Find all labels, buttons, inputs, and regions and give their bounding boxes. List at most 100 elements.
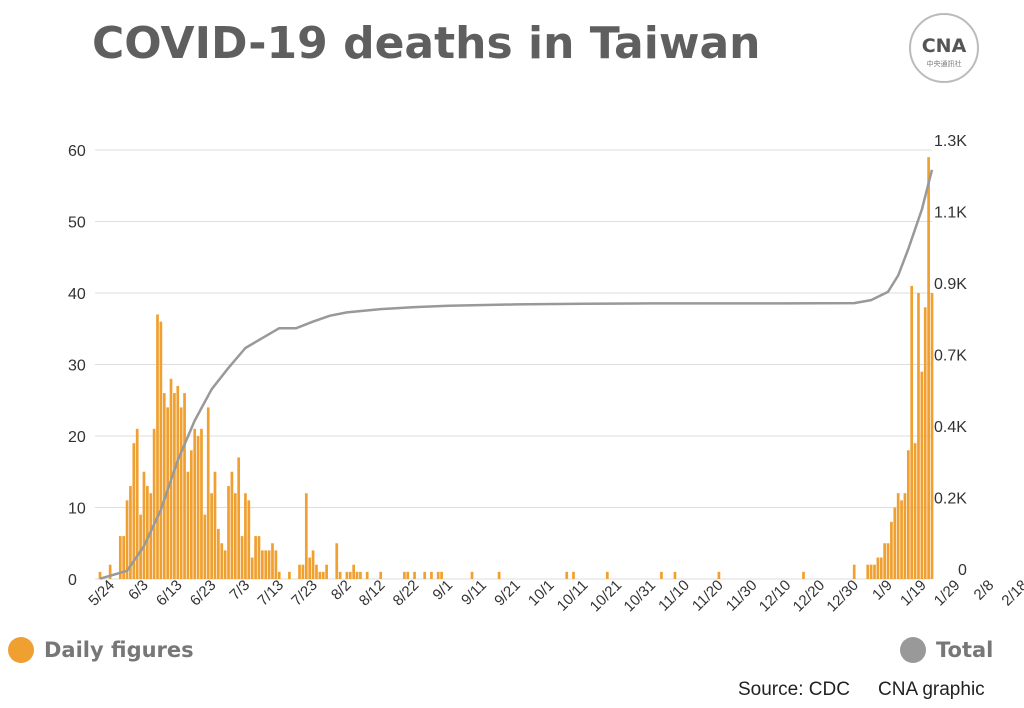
- daily-bar: [227, 486, 230, 579]
- daily-bar: [565, 571, 569, 579]
- daily-bar: [869, 564, 873, 579]
- legend-total-label: Total: [936, 638, 994, 662]
- daily-bar: [304, 493, 308, 579]
- x-tick-label: 6/3: [125, 577, 152, 604]
- y-right-tick-label: 0: [958, 562, 967, 579]
- x-tick-label: 7/3: [226, 577, 253, 604]
- daily-bar: [355, 571, 359, 579]
- daily-bar: [189, 450, 193, 579]
- cna-logo-icon: CNA 中央通訊社: [909, 13, 979, 83]
- x-tick-label: 10/31: [621, 577, 660, 616]
- total-line: [99, 169, 934, 580]
- legend-daily-swatch: [8, 637, 34, 663]
- x-tick-label: 12/20: [790, 577, 829, 616]
- x-tick-label: 9/11: [458, 577, 490, 609]
- daily-bar: [802, 571, 805, 579]
- x-tick-label: 5/24: [85, 577, 118, 610]
- y-left-tick-label: 50: [68, 215, 86, 232]
- daily-bar: [267, 550, 271, 579]
- x-tick-label: 11/10: [655, 577, 693, 615]
- daily-bar: [348, 571, 352, 579]
- logo-letters: CNA: [922, 35, 967, 57]
- y-right-tick-label: 0.4K: [934, 419, 967, 436]
- daily-bar: [910, 285, 914, 579]
- daily-bar: [145, 486, 149, 579]
- daily-bar: [230, 471, 234, 579]
- x-tick-label: 1/29: [931, 577, 964, 610]
- daily-bar: [254, 536, 257, 579]
- daily-bar: [152, 428, 156, 579]
- daily-bar: [277, 571, 281, 579]
- daily-bar: [900, 500, 903, 579]
- x-tick-label: 8/2: [328, 577, 355, 604]
- daily-bar: [250, 557, 254, 579]
- daily-bar: [903, 493, 907, 579]
- daily-bar: [873, 564, 876, 579]
- daily-bar: [98, 571, 102, 579]
- x-tick-label: 9/1: [429, 577, 456, 604]
- daily-bar: [176, 385, 180, 579]
- daily-bar: [223, 550, 227, 579]
- daily-bar: [365, 571, 369, 579]
- y-right-tick-label: 0.7K: [934, 348, 967, 365]
- daily-bar: [237, 457, 241, 579]
- daily-bar: [301, 564, 305, 579]
- x-tick-label: 11/20: [689, 577, 727, 615]
- daily-bar: [890, 521, 893, 579]
- x-tick-label: 1/9: [869, 577, 896, 604]
- y-left-tick-label: 60: [68, 143, 86, 160]
- daily-bar: [359, 571, 362, 579]
- daily-bar: [920, 371, 924, 579]
- daily-bar: [906, 450, 910, 579]
- daily-bar: [423, 571, 427, 579]
- y-left-tick-label: 20: [68, 429, 86, 446]
- x-tick-label: 2/8: [971, 577, 998, 604]
- daily-bar: [139, 514, 142, 579]
- daily-bar: [896, 493, 900, 579]
- daily-bar: [917, 293, 920, 579]
- y-right-tick-label: 1.1K: [934, 205, 967, 222]
- daily-bar: [335, 543, 339, 579]
- x-tick-label: 8/12: [356, 577, 389, 610]
- daily-bar: [325, 564, 328, 579]
- x-tick-label: 10/21: [587, 577, 626, 616]
- y-left-tick-label: 0: [68, 572, 77, 589]
- y-left-tick-label: 30: [68, 358, 86, 375]
- daily-bar: [413, 571, 416, 579]
- y-right-tick-label: 1.3K: [934, 133, 967, 150]
- daily-bar: [470, 571, 474, 579]
- daily-bar: [406, 571, 410, 579]
- daily-bar: [271, 543, 274, 579]
- x-tick-label: 6/23: [187, 577, 220, 610]
- daily-bar: [186, 471, 190, 579]
- daily-bar: [430, 571, 433, 579]
- daily-bar: [893, 507, 897, 579]
- daily-bar: [240, 536, 244, 579]
- daily-bar: [173, 393, 176, 579]
- x-tick-label: 11/30: [723, 577, 761, 615]
- source-note: Source: CDC: [738, 679, 850, 700]
- daily-bar: [403, 571, 406, 579]
- daily-bar: [183, 393, 186, 579]
- daily-bar: [352, 564, 356, 579]
- daily-bar: [315, 564, 318, 579]
- chart-title: COVID-19 deaths in Taiwan: [92, 18, 761, 69]
- x-tick-label: 12/10: [756, 577, 795, 616]
- daily-bar: [217, 528, 220, 579]
- x-tick-label: 7/13: [254, 577, 287, 610]
- y-right-tick-label: 0.9K: [934, 276, 967, 293]
- daily-bar: [338, 571, 342, 579]
- daily-bar: [233, 493, 237, 579]
- x-tick-label: 10/11: [554, 577, 592, 615]
- daily-bar: [852, 564, 856, 579]
- daily-bar: [118, 536, 122, 579]
- daily-bar: [717, 571, 721, 579]
- daily-bar: [572, 571, 575, 579]
- y-right-tick-label: 0.2K: [934, 491, 967, 508]
- daily-bar: [206, 407, 210, 579]
- y-left-tick-label: 10: [68, 501, 86, 518]
- x-tick-label: 8/22: [390, 577, 423, 610]
- legend-total-swatch: [900, 637, 926, 663]
- daily-bar: [179, 407, 183, 579]
- daily-bar: [923, 307, 927, 579]
